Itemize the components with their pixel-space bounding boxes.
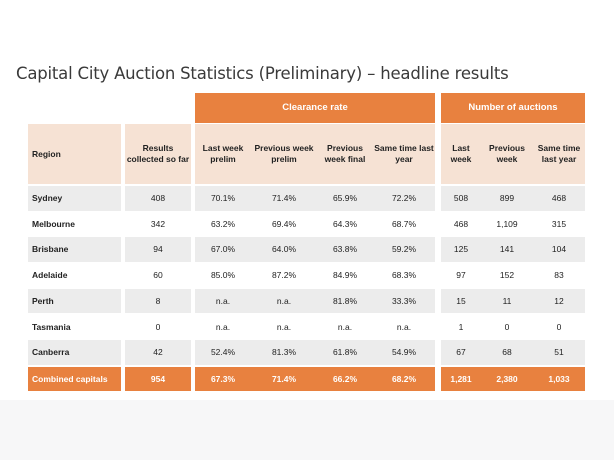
table-cell-cr_last_week: n.a. [195, 288, 251, 314]
column-header-cr_same_time: Same time last year [373, 124, 435, 184]
table-cell-na_prev_week: 899 [481, 186, 533, 211]
table-cell-region: Melbourne [28, 211, 121, 237]
table-cell-cr_prev_final: n.a. [317, 314, 373, 340]
table-cell-region: Perth [28, 288, 121, 314]
table-cell-cr_same_time: n.a. [373, 314, 435, 340]
clearance-rate-group-header: Clearance rate [195, 93, 435, 123]
table-cell-na_last_week: 508 [441, 186, 481, 211]
table-cell-cr_last_week: 52.4% [195, 340, 251, 365]
table-cell-results: 408 [125, 186, 191, 211]
total-cell-cr_prev_prelim: 71.4% [251, 366, 317, 391]
table-cell-region: Tasmania [28, 314, 121, 340]
column-header-cr_last_week: Last week prelim [195, 124, 251, 184]
total-cell-na_same_time: 1,033 [533, 366, 585, 391]
table-cell-na_same_time: 12 [533, 288, 585, 314]
table-cell-results: 8 [125, 288, 191, 314]
table-cell-na_prev_week: 152 [481, 263, 533, 288]
table-cell-cr_prev_prelim: 87.2% [251, 263, 317, 288]
table-cell-cr_prev_prelim: 69.4% [251, 211, 317, 237]
table-cell-results: 42 [125, 340, 191, 365]
table-cell-na_same_time: 0 [533, 314, 585, 340]
table-cell-na_last_week: 97 [441, 263, 481, 288]
column-header-na_same_time: Same time last year [533, 124, 585, 184]
table-cell-cr_prev_prelim: 81.3% [251, 340, 317, 365]
table-cell-na_last_week: 125 [441, 237, 481, 263]
number-of-auctions-group-header: Number of auctions [441, 93, 585, 123]
table-cell-cr_last_week: 70.1% [195, 186, 251, 211]
table-cell-na_prev_week: 11 [481, 288, 533, 314]
column-header-cr_prev_final: Previous week final [317, 124, 373, 184]
table-cell-cr_same_time: 68.7% [373, 211, 435, 237]
page-title: Capital City Auction Statistics (Prelimi… [16, 64, 509, 83]
total-cell-na_last_week: 1,281 [441, 366, 481, 391]
table-cell-na_last_week: 1 [441, 314, 481, 340]
table-cell-cr_prev_final: 65.9% [317, 186, 373, 211]
table-cell-cr_last_week: n.a. [195, 314, 251, 340]
total-cell-results: 954 [125, 366, 191, 391]
table-cell-na_last_week: 67 [441, 340, 481, 365]
table-cell-region: Adelaide [28, 263, 121, 288]
table-cell-region: Canberra [28, 340, 121, 365]
table-cell-cr_same_time: 72.2% [373, 186, 435, 211]
total-cell-cr_same_time: 68.2% [373, 366, 435, 391]
table-cell-na_prev_week: 68 [481, 340, 533, 365]
table-cell-cr_prev_final: 84.9% [317, 263, 373, 288]
table-cell-cr_prev_prelim: n.a. [251, 288, 317, 314]
column-header-region: Region [28, 124, 121, 184]
total-cell-na_prev_week: 2,380 [481, 366, 533, 391]
table-cell-cr_prev_prelim: n.a. [251, 314, 317, 340]
column-header-results: Results collected so far [125, 124, 191, 184]
table-cell-region: Brisbane [28, 237, 121, 263]
total-cell-cr_prev_final: 66.2% [317, 366, 373, 391]
table-cell-cr_same_time: 59.2% [373, 237, 435, 263]
column-header-na_prev_week: Previous week [481, 124, 533, 184]
table-cell-na_prev_week: 1,109 [481, 211, 533, 237]
table-cell-results: 94 [125, 237, 191, 263]
table-cell-na_same_time: 51 [533, 340, 585, 365]
table-cell-na_prev_week: 141 [481, 237, 533, 263]
table-cell-cr_same_time: 33.3% [373, 288, 435, 314]
column-header-cr_prev_prelim: Previous week prelim [251, 124, 317, 184]
table-cell-results: 60 [125, 263, 191, 288]
table-cell-cr_same_time: 54.9% [373, 340, 435, 365]
table-cell-cr_last_week: 85.0% [195, 263, 251, 288]
table-cell-results: 342 [125, 211, 191, 237]
table-cell-na_prev_week: 0 [481, 314, 533, 340]
table-cell-cr_prev_final: 61.8% [317, 340, 373, 365]
total-cell-region: Combined capitals [28, 366, 121, 391]
table-cell-cr_last_week: 63.2% [195, 211, 251, 237]
table-cell-cr_prev_final: 64.3% [317, 211, 373, 237]
table-cell-na_same_time: 315 [533, 211, 585, 237]
table-cell-results: 0 [125, 314, 191, 340]
column-header-na_last_week: Last week [441, 124, 481, 184]
footer-band [0, 400, 614, 460]
table-cell-cr_prev_final: 63.8% [317, 237, 373, 263]
table-cell-cr_last_week: 67.0% [195, 237, 251, 263]
table-cell-na_same_time: 468 [533, 186, 585, 211]
table-cell-na_last_week: 468 [441, 211, 481, 237]
table-cell-cr_prev_prelim: 71.4% [251, 186, 317, 211]
table-cell-cr_same_time: 68.3% [373, 263, 435, 288]
table-cell-region: Sydney [28, 186, 121, 211]
table-cell-na_same_time: 104 [533, 237, 585, 263]
table-cell-na_same_time: 83 [533, 263, 585, 288]
table-cell-na_last_week: 15 [441, 288, 481, 314]
table-cell-cr_prev_final: 81.8% [317, 288, 373, 314]
table-cell-cr_prev_prelim: 64.0% [251, 237, 317, 263]
total-cell-cr_last_week: 67.3% [195, 366, 251, 391]
